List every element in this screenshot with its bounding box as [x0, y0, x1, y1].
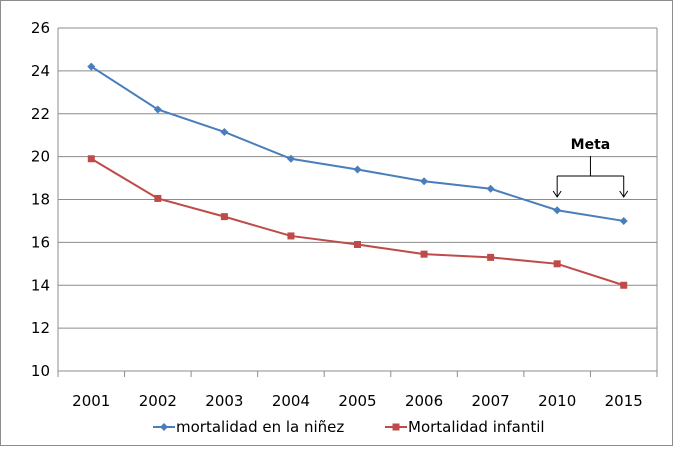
data-point — [553, 260, 561, 268]
x-tick-label: 2006 — [405, 392, 443, 410]
legend-label: mortalidad en la niñez — [176, 418, 344, 436]
data-point — [220, 127, 229, 136]
data-point — [354, 241, 361, 249]
series-1 — [87, 62, 628, 225]
data-point — [420, 177, 429, 186]
y-tick-label: 10 — [31, 362, 50, 380]
series-2 — [87, 155, 628, 289]
legend: mortalidad en la niñez Mortalidad infanti… — [153, 418, 545, 436]
data-point — [154, 194, 162, 202]
data-point — [287, 232, 295, 240]
legend-marker — [392, 423, 400, 431]
x-tick-label: 2003 — [205, 392, 243, 410]
series-line — [90, 157, 625, 287]
data-point — [220, 213, 228, 221]
y-tick-label: 14 — [31, 276, 50, 294]
x-tick-label: 2010 — [538, 392, 576, 410]
axes: 10 12 14 16 18 20 22 24 26 2001 2002 2003 2004 2005 20… — [31, 19, 658, 410]
series-line — [90, 65, 624, 222]
y-tick-label: 18 — [31, 191, 50, 209]
data-point — [87, 155, 95, 163]
data-point — [486, 184, 495, 193]
data-point — [487, 253, 495, 261]
y-tick-label: 16 — [31, 233, 50, 251]
data-point — [153, 105, 162, 114]
data-point — [619, 216, 628, 225]
legend-item-1: mortalidad en la niñez — [153, 418, 344, 436]
annotation-arrow-head — [552, 190, 562, 198]
data-point — [87, 62, 96, 71]
legend-item-2: Mortalidad infantil — [385, 418, 545, 436]
x-tick-label: 2005 — [338, 392, 376, 410]
y-tick-label: 26 — [31, 19, 50, 37]
data-point — [553, 206, 562, 215]
annotation-arrow-head — [619, 190, 629, 198]
y-tick-label: 12 — [31, 319, 50, 337]
data-point — [353, 165, 362, 174]
x-tick-label: 2015 — [605, 392, 643, 410]
series-layer — [87, 62, 628, 289]
data-point — [420, 250, 428, 258]
x-tick-label: 2004 — [272, 392, 310, 410]
y-tick-label: 20 — [31, 148, 50, 166]
y-tick-label: 24 — [31, 62, 50, 80]
annotation-label: Meta — [571, 137, 611, 153]
x-tick-label: 2007 — [472, 392, 510, 410]
meta-annotation: Meta — [552, 137, 629, 198]
legend-marker — [160, 423, 168, 431]
y-tick-label: 22 — [31, 105, 50, 123]
data-point — [620, 281, 628, 289]
x-tick-label: 2001 — [72, 392, 110, 410]
data-point — [286, 154, 295, 163]
gridlines — [58, 27, 657, 372]
annotation-layer: Meta — [552, 137, 629, 198]
x-tick-label: 2002 — [139, 392, 177, 410]
legend-label: Mortalidad infantil — [408, 418, 545, 436]
